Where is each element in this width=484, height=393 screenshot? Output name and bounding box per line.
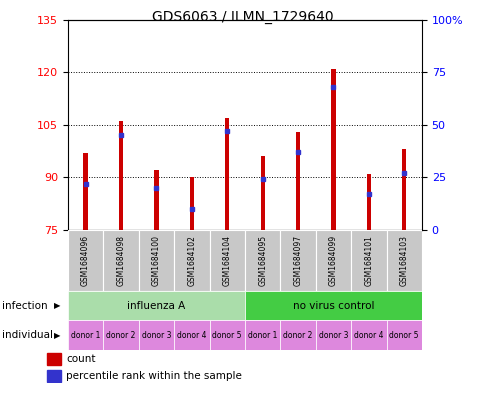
Bar	[68, 320, 103, 350]
Text: GSM1684103: GSM1684103	[399, 235, 408, 286]
Text: donor 5: donor 5	[212, 331, 242, 340]
Text: GSM1684098: GSM1684098	[116, 235, 125, 286]
Text: GSM1684101: GSM1684101	[363, 235, 373, 286]
Bar	[103, 230, 138, 291]
Bar	[138, 320, 174, 350]
Bar	[47, 370, 60, 382]
Text: GSM1684099: GSM1684099	[328, 235, 337, 286]
Bar	[225, 118, 229, 230]
Bar	[331, 69, 335, 230]
Bar	[386, 230, 421, 291]
Bar	[189, 177, 194, 230]
Text: no virus control: no virus control	[292, 301, 374, 310]
Bar	[174, 230, 209, 291]
Bar	[47, 353, 60, 365]
Text: donor 2: donor 2	[106, 331, 136, 340]
Text: donor 5: donor 5	[389, 331, 418, 340]
Bar	[280, 320, 315, 350]
Text: influenza A: influenza A	[127, 301, 185, 310]
Bar	[119, 121, 123, 230]
Bar	[244, 291, 421, 320]
Bar	[280, 230, 315, 291]
Text: donor 3: donor 3	[141, 331, 171, 340]
Bar	[366, 174, 370, 230]
Text: GSM1684104: GSM1684104	[222, 235, 231, 286]
Text: donor 4: donor 4	[177, 331, 206, 340]
Bar	[401, 149, 406, 230]
Text: GSM1684100: GSM1684100	[151, 235, 161, 286]
Bar	[103, 320, 138, 350]
Text: GSM1684102: GSM1684102	[187, 235, 196, 286]
Bar	[350, 320, 386, 350]
Bar	[138, 230, 174, 291]
Bar	[386, 320, 421, 350]
Text: ▶: ▶	[54, 301, 60, 310]
Text: ▶: ▶	[54, 331, 60, 340]
Text: donor 2: donor 2	[283, 331, 312, 340]
Text: infection: infection	[2, 301, 48, 310]
Bar	[209, 230, 244, 291]
Text: donor 1: donor 1	[71, 331, 100, 340]
Text: percentile rank within the sample: percentile rank within the sample	[66, 371, 242, 381]
Bar	[154, 170, 158, 230]
Text: count: count	[66, 354, 96, 364]
Bar	[295, 132, 300, 230]
Bar	[68, 291, 244, 320]
Text: donor 4: donor 4	[353, 331, 383, 340]
Text: GDS6063 / ILMN_1729640: GDS6063 / ILMN_1729640	[151, 10, 333, 24]
Bar	[260, 156, 264, 230]
Text: GSM1684097: GSM1684097	[293, 235, 302, 286]
Bar	[244, 320, 280, 350]
Bar	[174, 320, 209, 350]
Text: donor 3: donor 3	[318, 331, 348, 340]
Text: GSM1684096: GSM1684096	[81, 235, 90, 286]
Bar	[350, 230, 386, 291]
Bar	[315, 230, 350, 291]
Text: donor 1: donor 1	[247, 331, 277, 340]
Bar	[83, 153, 88, 230]
Bar	[244, 230, 280, 291]
Text: individual: individual	[2, 330, 53, 340]
Bar	[209, 320, 244, 350]
Text: GSM1684095: GSM1684095	[257, 235, 267, 286]
Bar	[68, 230, 103, 291]
Bar	[315, 320, 350, 350]
